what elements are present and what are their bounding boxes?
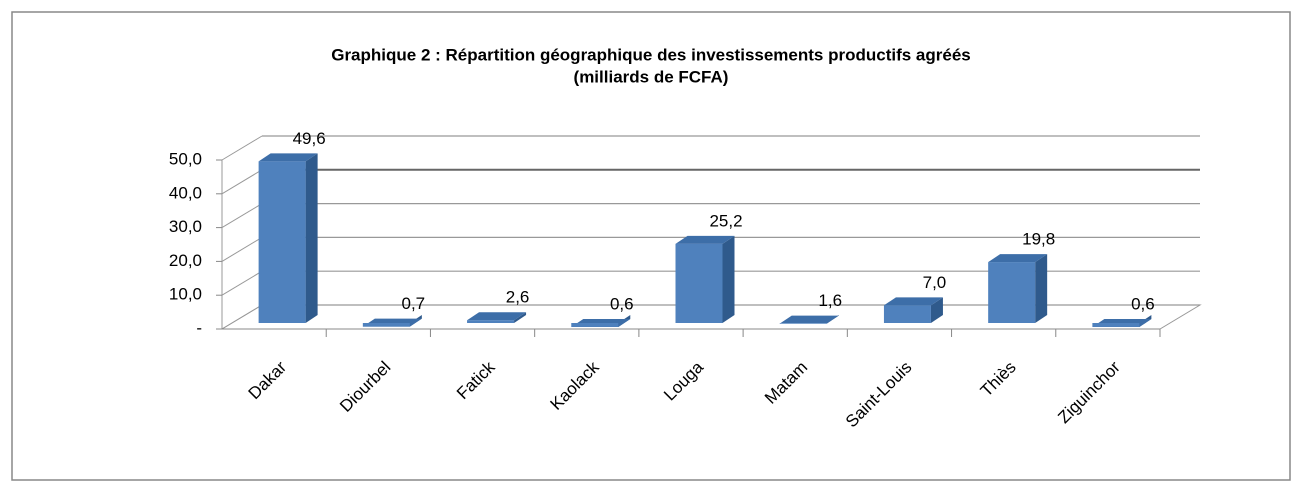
- grid-line: [221, 304, 263, 330]
- bar-side: [722, 235, 735, 323]
- grid-line: [221, 135, 263, 161]
- bar: [988, 262, 1036, 323]
- bar: [258, 161, 306, 323]
- data-label: 0,7: [402, 294, 426, 313]
- grid-line: [221, 203, 263, 229]
- grid-line: [221, 270, 263, 296]
- data-label: 0,6: [610, 294, 634, 313]
- bar: [571, 323, 619, 327]
- bar: [883, 305, 931, 323]
- bar: [467, 320, 515, 323]
- grid-line: [221, 236, 263, 262]
- bar-top: [988, 254, 1048, 263]
- bar-top: [883, 297, 943, 306]
- data-label: 0,6: [1131, 294, 1155, 313]
- bar-side: [305, 153, 318, 323]
- bar: [1092, 323, 1140, 327]
- bar: [779, 323, 827, 324]
- bar-side: [1035, 254, 1048, 323]
- bar-top: [779, 315, 839, 324]
- data-label: 7,0: [923, 273, 947, 292]
- bar-top: [467, 312, 527, 321]
- y-tick-label: 10,0: [169, 285, 202, 304]
- grid-line: [221, 169, 263, 195]
- data-label: 25,2: [709, 211, 742, 230]
- data-label: 19,8: [1022, 230, 1055, 249]
- y-tick-label: -: [196, 318, 202, 337]
- y-tick-label: 20,0: [169, 251, 202, 270]
- chart-subtitle: (milliards de FCFA): [574, 67, 729, 86]
- bar-side: [514, 312, 527, 323]
- bar-top: [675, 235, 735, 244]
- data-label: 49,6: [293, 129, 326, 148]
- y-tick-label: 50,0: [169, 149, 202, 168]
- chart-title: Graphique 2 : Répartition géographique d…: [331, 45, 971, 64]
- bar: [675, 243, 723, 323]
- chart-frame: [11, 11, 1291, 481]
- data-label: 2,6: [506, 288, 530, 307]
- data-label: 1,6: [818, 291, 842, 310]
- bar: [362, 323, 410, 327]
- bar-side: [930, 297, 943, 323]
- bar-top: [258, 153, 318, 162]
- y-tick-label: 40,0: [169, 183, 202, 202]
- y-tick-label: 30,0: [169, 217, 202, 236]
